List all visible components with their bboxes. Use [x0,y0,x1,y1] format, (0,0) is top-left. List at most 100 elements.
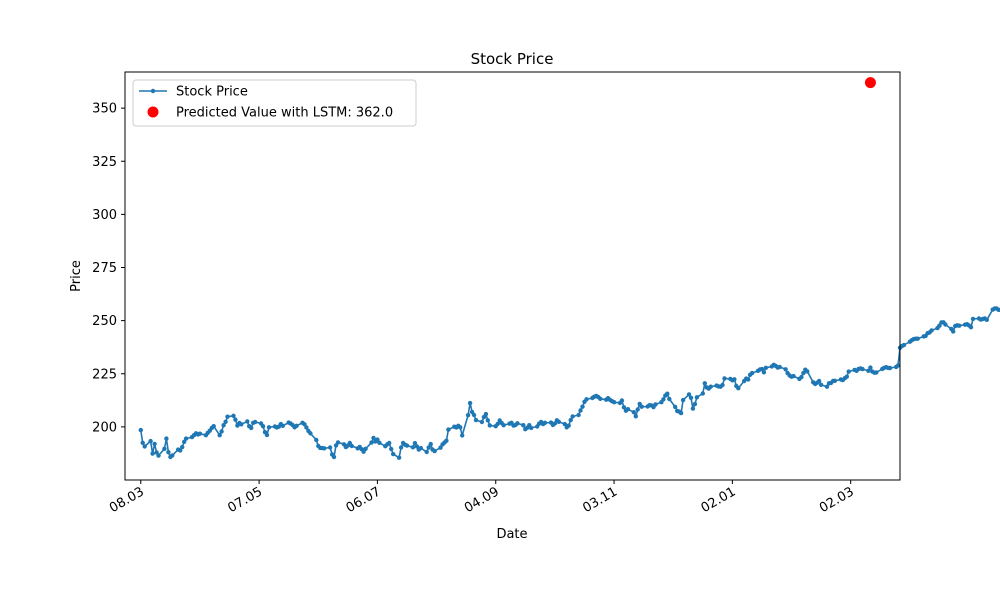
stock-price-point [239,422,244,427]
stock-price-point [680,397,686,403]
stock-price-point [349,443,354,449]
x-axis-label: Date [496,527,527,542]
stock-price-point [391,451,396,457]
stock-price-point [708,384,713,389]
stock-price-point [460,433,465,438]
stock-price-point [432,448,437,454]
stock-price-point [937,323,942,328]
stock-price-point [957,323,962,328]
stock-price-point [138,427,143,433]
y-tick-label: 250 [92,314,117,329]
stock-price-point [688,395,694,400]
stock-price-point [314,437,319,443]
stock-price-point [866,368,871,373]
stock-price-point [444,438,449,443]
stock-price-point [570,414,575,419]
stock-price-point [428,441,433,447]
stock-price-point [264,432,270,438]
stock-price-point [621,405,627,410]
stock-price-point [308,431,313,436]
stock-price-point [479,419,485,425]
stock-price-point [700,391,705,396]
stock-price-point [414,444,420,449]
stock-price-point [584,397,589,402]
stock-price-point [471,412,477,418]
stock-price-point [805,369,810,374]
stock-price-point [783,367,788,372]
stock-price-point [398,445,404,450]
stock-price-point [566,423,571,428]
y-axis-label: Price [69,260,84,292]
stock-price-point [495,421,500,427]
chart-title: Stock Price [471,50,554,68]
stock-price-point [389,446,394,452]
stock-price-point [221,423,226,428]
stock-price-point [438,445,443,450]
stock-price-point [322,446,327,451]
stock-price-point [150,451,155,456]
stock-price-point [363,446,368,451]
stock-price-point [225,414,230,419]
stock-price-point [562,421,567,427]
stock-price-point [556,419,561,424]
plot-frame [124,71,901,481]
stock-price-point [164,436,169,441]
stock-price-point [665,391,670,396]
stock-price-point [799,374,804,380]
stock-price-point [156,453,161,458]
stock-price-point [487,423,492,428]
stock-price-point [465,413,471,418]
stock-price-point [217,433,222,438]
stock-price-point [915,336,920,341]
stock-price-point [183,436,189,441]
stock-price-point [951,329,956,334]
stock-price-point [694,395,700,400]
stock-price-point [148,438,153,444]
stock-price-point [702,381,707,386]
stock-price-point [412,441,418,446]
stock-price-point [639,404,644,409]
stock-price-point [732,377,737,382]
stock-price-point [197,431,203,436]
stock-price-point [521,423,526,428]
stock-price-point [749,370,755,376]
stock-price-point [984,317,989,322]
stock-price-point [844,374,849,379]
stock-price-point [231,413,236,418]
stock-price-point [166,450,171,455]
y-tick-label: 325 [92,155,117,170]
legend-label-stock-price: Stock Price [176,85,248,100]
y-tick-label: 350 [92,102,117,117]
stock-price-point [692,401,698,407]
stock-price-point [446,427,451,432]
stock-price-point [404,443,410,448]
legend-prediction-swatch [147,106,159,118]
stock-price-point [552,421,558,426]
stock-price-point [152,441,157,447]
stock-price-point [387,440,392,446]
stock-price-point [426,445,431,450]
stock-price-point [887,365,893,371]
stock-price-point [473,417,479,423]
stock-price-point [678,410,684,416]
stock-price-point [824,384,830,389]
stock-price-point [633,414,638,419]
stock-price-point [832,378,838,383]
stock-price-point [576,412,581,418]
stock-price-point [631,410,636,415]
stock-price-point [722,376,727,381]
legend-marker-swatch [150,88,156,94]
stock-price-point [777,364,782,370]
stock-price-point [458,425,463,430]
stock-price-point [846,369,851,374]
stock-price-point [180,444,185,450]
stock-price-point [331,454,337,460]
stock-price-point [673,404,678,410]
stock-price-point [686,392,692,397]
stock-price-point [619,398,625,403]
stock-price-point [154,450,159,455]
stock-price-point [661,397,666,402]
stock-price-point [245,419,250,424]
stock-price-point [874,370,879,375]
